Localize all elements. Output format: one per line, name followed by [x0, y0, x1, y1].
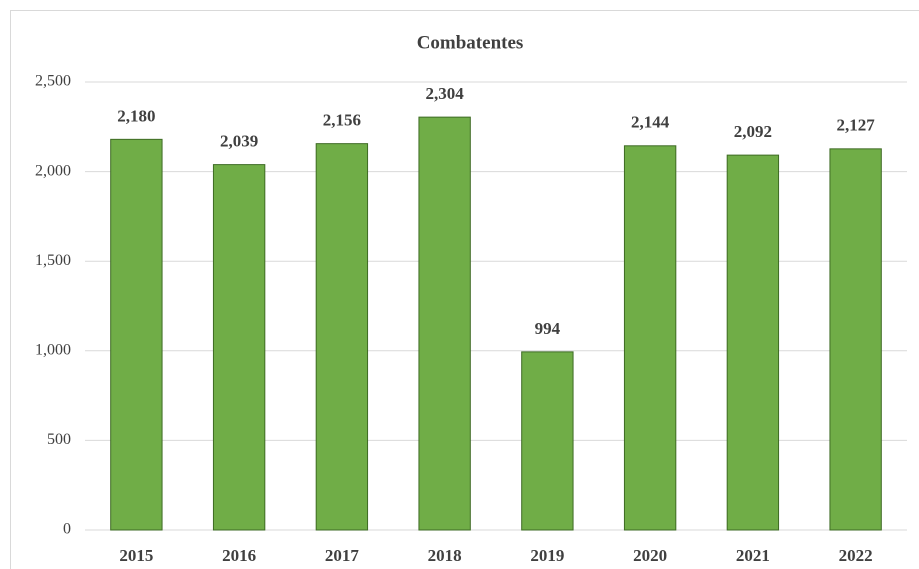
x-tick-label: 2015 [119, 546, 153, 565]
y-tick-label: 2,500 [35, 73, 71, 90]
data-label: 2,156 [323, 111, 361, 130]
x-tick-label: 2021 [736, 546, 770, 565]
x-tick-label: 2022 [839, 546, 873, 565]
data-label: 2,127 [837, 116, 876, 135]
y-tick-label: 1,500 [35, 252, 71, 269]
y-tick-label: 500 [47, 431, 71, 448]
data-label: 994 [535, 319, 561, 338]
bar [110, 138, 163, 531]
data-label: 2,180 [117, 106, 155, 125]
data-label: 2,092 [734, 122, 772, 141]
bar [623, 145, 677, 531]
x-tick-label: 2017 [325, 546, 360, 565]
data-label: 2,304 [426, 84, 465, 103]
chart-title: Combatentes [417, 32, 524, 53]
x-tick-label: 2020 [633, 546, 667, 565]
bar [726, 154, 780, 531]
x-tick-label: 2019 [530, 546, 564, 565]
bar [418, 116, 471, 531]
data-label: 2,144 [631, 113, 670, 132]
bar [829, 148, 882, 531]
x-tick-label: 2018 [428, 546, 462, 565]
bar [315, 143, 369, 531]
y-tick-label: 1,000 [35, 341, 71, 358]
y-tick-label: 2,000 [35, 162, 71, 179]
bar [212, 164, 266, 531]
y-tick-label: 0 [63, 521, 71, 538]
data-label: 2,039 [220, 132, 258, 151]
bar [521, 351, 574, 531]
x-tick-label: 2016 [222, 546, 256, 565]
